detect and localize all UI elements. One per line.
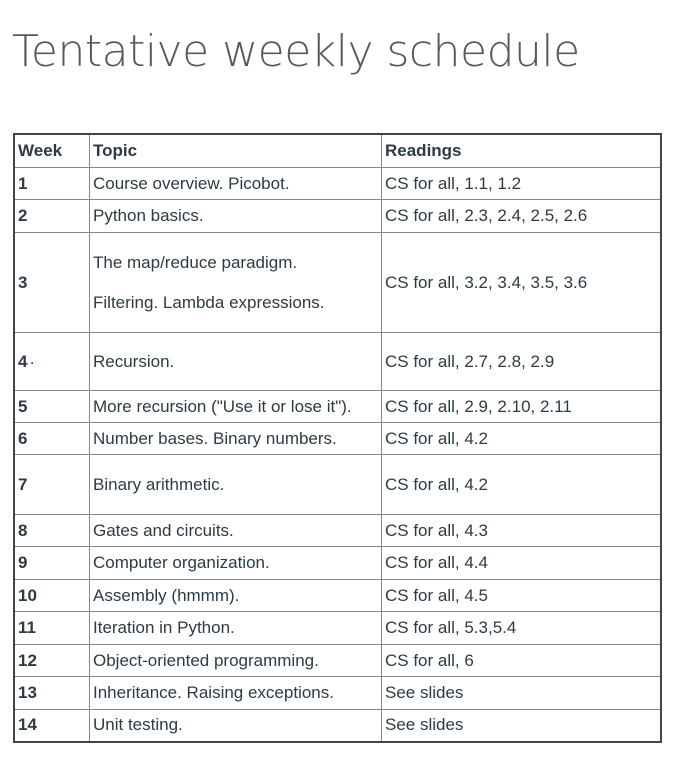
- topic-cell: Unit testing.: [89, 709, 382, 742]
- topic-cell: Gates and circuits.: [89, 514, 382, 547]
- red-mark: ·: [30, 355, 35, 370]
- topic-text: Gates and circuits.: [93, 520, 234, 540]
- readings-cell: CS for all, 2.9, 2.10, 2.11: [381, 390, 662, 423]
- topic-text: Unit testing.: [93, 715, 183, 735]
- week-cell: 8: [13, 514, 90, 547]
- table-row: 13 Inheritance. Raising exceptions. See sl…: [13, 676, 662, 710]
- week-cell: 10: [13, 579, 90, 612]
- schedule-table: Week Topic Readings 1 Course overview. Pi…: [13, 133, 662, 743]
- week-number: 2: [18, 206, 28, 225]
- topic-cell: Object-oriented programming.: [89, 644, 382, 677]
- page-title: Tentative weekly schedule: [12, 26, 580, 77]
- week-number: 3: [18, 272, 28, 292]
- topic-cell: Python basics.: [89, 199, 382, 233]
- table-row: 8 Gates and circuits. CS for all, 4.3: [13, 514, 662, 547]
- readings-cell: CS for all, 3.2, 3.4, 3.5, 3.6: [381, 232, 662, 333]
- topic-text: Python basics.: [93, 206, 204, 225]
- topic-cell: Number bases. Binary numbers.: [89, 422, 382, 455]
- week-cell: 2: [13, 199, 90, 233]
- readings-cell: CS for all, 1.1, 1.2: [381, 167, 662, 200]
- week-number: 13: [18, 683, 37, 702]
- topic-cell: More recursion ("Use it or lose it").: [89, 390, 382, 423]
- readings-cell: CS for all, 5.3,5.4: [381, 611, 662, 645]
- topic-cell: Iteration in Python.: [89, 611, 382, 645]
- topic-cell: Recursion.: [89, 332, 382, 391]
- topic-text: More recursion ("Use it or lose it").: [93, 396, 352, 416]
- table-header-row: Week Topic Readings: [13, 133, 662, 168]
- week-number: 6: [18, 428, 28, 448]
- week-cell: 1: [13, 167, 90, 200]
- readings-cell: See slides: [381, 709, 662, 742]
- table-row: 9 Computer organization. CS for all, 4.4: [13, 546, 662, 580]
- table-row: 12 Object-oriented programming. CS for all…: [13, 644, 662, 677]
- readings-cell: CS for all, 2.3, 2.4, 2.5, 2.6: [381, 199, 662, 233]
- week-number: 8: [18, 520, 28, 540]
- readings-cell: CS for all, 2.7, 2.8, 2.9: [381, 332, 662, 391]
- table-row: 2 Python basics. CS for all, 2.3, 2.4, 2.5…: [13, 199, 662, 233]
- readings-cell: CS for all, 4.3: [381, 514, 662, 547]
- topic-text: Number bases. Binary numbers.: [93, 428, 337, 448]
- week-cell: 3: [13, 232, 90, 333]
- topic-text: Course overview. Picobot.: [93, 173, 290, 193]
- table-row: 5 More recursion ("Use it or lose it"). CS…: [13, 390, 662, 423]
- table-row: 14 Unit testing. See slides: [13, 709, 662, 742]
- column-header-week: Week: [13, 133, 90, 168]
- week-cell: 9: [13, 546, 90, 580]
- table-row: 6 Number bases. Binary numbers. CS for all…: [13, 422, 662, 455]
- topic-text: Inheritance. Raising exceptions.: [93, 683, 334, 702]
- topic-text: Assembly (hmmm).: [93, 585, 240, 605]
- topic-cell: Inheritance. Raising exceptions.: [89, 676, 382, 710]
- topic-cell: The map/reduce paradigm. Filtering. Lambd…: [89, 232, 382, 333]
- week-number: 7: [18, 474, 28, 494]
- table-row: 7 Binary arithmetic. CS for all, 4.2: [13, 454, 662, 515]
- topic-text: Object-oriented programming.: [93, 650, 319, 670]
- topic-cell: Binary arithmetic.: [89, 454, 382, 515]
- readings-cell: CS for all, 4.4: [381, 546, 662, 580]
- readings-cell: CS for all, 4.2: [381, 454, 662, 515]
- readings-cell: CS for all, 4.5: [381, 579, 662, 612]
- week-cell: 12: [13, 644, 90, 677]
- week-cell: 14: [13, 709, 90, 742]
- week-number: 4: [18, 351, 28, 371]
- table-row: 1 Course overview. Picobot. CS for all, 1.…: [13, 167, 662, 200]
- readings-cell: CS for all, 6: [381, 644, 662, 677]
- week-number: 12: [18, 650, 37, 670]
- week-cell: 4 ·: [13, 332, 90, 391]
- topic-text: Computer organization.: [93, 553, 270, 572]
- week-number: 5: [18, 396, 28, 416]
- week-number: 9: [18, 553, 28, 572]
- week-number: 1: [18, 173, 28, 193]
- week-cell: 13: [13, 676, 90, 710]
- topic-text: The map/reduce paradigm.: [93, 252, 298, 272]
- topic-text: Binary arithmetic.: [93, 474, 225, 494]
- week-number: 14: [18, 715, 37, 735]
- topic-text: Filtering. Lambda expressions.: [93, 292, 325, 312]
- topic-text: Iteration in Python.: [93, 618, 235, 637]
- topic-text: Recursion.: [93, 351, 175, 371]
- week-cell: 7: [13, 454, 90, 515]
- readings-cell: CS for all, 4.2: [381, 422, 662, 455]
- week-number: 10: [18, 585, 37, 605]
- week-cell: 6: [13, 422, 90, 455]
- topic-cell: Assembly (hmmm).: [89, 579, 382, 612]
- week-number: 11: [18, 618, 36, 637]
- topic-cell: Course overview. Picobot.: [89, 167, 382, 200]
- column-header-topic: Topic: [89, 133, 382, 168]
- topic-cell: Computer organization.: [89, 546, 382, 580]
- readings-cell: See slides: [381, 676, 662, 710]
- table-row: 10 Assembly (hmmm). CS for all, 4.5: [13, 579, 662, 612]
- table-row: 4 · Recursion. CS for all, 2.7, 2.8, 2.9: [13, 332, 662, 391]
- table-row: 3 The map/reduce paradigm. Filtering. Lamb…: [13, 232, 662, 333]
- table-row: 11 Iteration in Python. CS for all, 5.3,5.…: [13, 611, 662, 645]
- week-cell: 11: [13, 611, 90, 645]
- week-cell: 5: [13, 390, 90, 423]
- column-header-readings: Readings: [381, 133, 662, 168]
